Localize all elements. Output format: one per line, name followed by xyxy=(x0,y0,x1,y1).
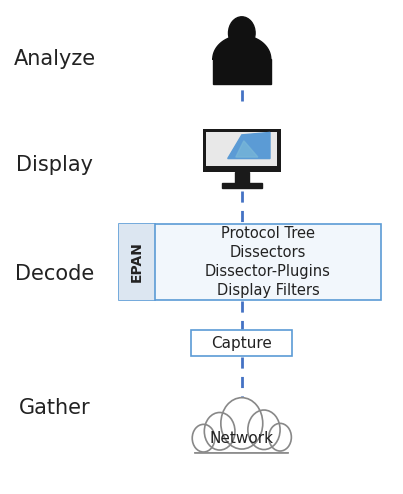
Polygon shape xyxy=(222,183,262,188)
Text: EPAN: EPAN xyxy=(130,242,144,282)
FancyBboxPatch shape xyxy=(202,129,281,172)
Text: Network: Network xyxy=(210,431,274,446)
Circle shape xyxy=(204,412,235,450)
FancyBboxPatch shape xyxy=(119,223,381,300)
Text: Gather: Gather xyxy=(19,398,90,417)
Circle shape xyxy=(269,423,291,451)
Text: Capture: Capture xyxy=(211,336,272,351)
Polygon shape xyxy=(236,141,258,157)
Bar xyxy=(213,59,271,84)
Polygon shape xyxy=(213,36,271,59)
FancyBboxPatch shape xyxy=(191,330,292,356)
Polygon shape xyxy=(228,132,270,159)
FancyBboxPatch shape xyxy=(119,223,155,300)
Polygon shape xyxy=(235,172,249,183)
Text: Analyze: Analyze xyxy=(13,49,96,69)
Circle shape xyxy=(192,424,215,452)
Circle shape xyxy=(248,410,280,450)
Text: Display: Display xyxy=(16,156,93,175)
Text: Display Filters: Display Filters xyxy=(217,283,319,298)
Circle shape xyxy=(221,398,263,449)
Text: Dissectors: Dissectors xyxy=(230,245,306,260)
Circle shape xyxy=(229,17,255,49)
Bar xyxy=(193,427,290,457)
Text: Decode: Decode xyxy=(15,264,94,284)
Bar xyxy=(189,453,294,482)
Text: Dissector-Plugins: Dissector-Plugins xyxy=(205,264,331,279)
FancyBboxPatch shape xyxy=(206,132,277,166)
Text: Protocol Tree: Protocol Tree xyxy=(221,226,315,241)
